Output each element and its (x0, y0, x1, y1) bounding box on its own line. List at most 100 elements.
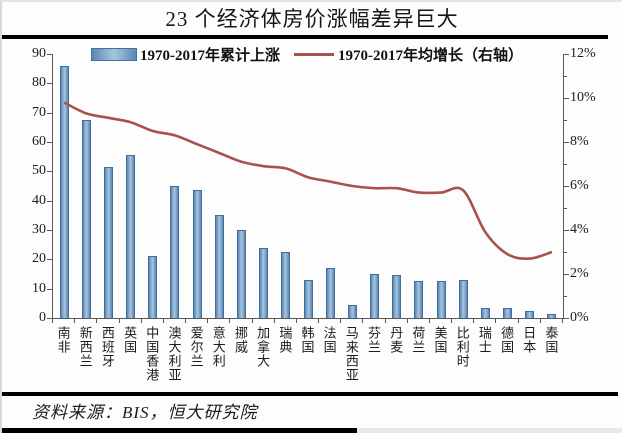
bar (192, 190, 202, 318)
bar (59, 65, 69, 318)
y-axis-right-tick (563, 120, 567, 121)
chart-title: 23 个经济体房价涨幅差异巨大 (165, 7, 459, 31)
y-axis-right-label: 2% (570, 266, 589, 281)
y-axis-left-tick (47, 200, 52, 202)
y-axis-right-tick (563, 164, 567, 165)
x-axis-category-label: 日本 (521, 326, 537, 354)
bar (525, 310, 535, 318)
y-axis-left-label: 40 (32, 192, 46, 208)
y-axis-right-tick (563, 142, 569, 143)
x-axis-tick (428, 319, 430, 323)
y-axis-right-tick (563, 208, 567, 209)
y-axis-left-tick (47, 259, 52, 261)
y-axis-left-label: 80 (32, 75, 46, 91)
x-axis-tick (96, 319, 98, 323)
bottom-edge (2, 428, 622, 433)
x-axis-tick (451, 319, 453, 323)
x-axis-tick (362, 319, 364, 323)
chart-legend: 1970-2017年累计上涨 1970-2017年均增长（右轴） (52, 44, 562, 65)
x-axis-category-label: 南非 (55, 326, 71, 354)
bar (126, 155, 136, 318)
y-axis-right-label: 6% (570, 178, 589, 193)
x-axis-category-label: 马来西亚 (343, 326, 359, 382)
y-axis-left-label: 30 (32, 222, 46, 237)
y-axis-right-label: 8% (570, 134, 589, 149)
y-axis-left-tick (47, 54, 52, 55)
y-axis-right-tick (563, 252, 567, 253)
x-axis-category-label: 中国香港 (144, 326, 160, 382)
x-axis-tick (140, 319, 142, 323)
bar (214, 215, 224, 318)
y-axis-right-tick (563, 274, 569, 275)
y-axis-right-label: 0% (570, 310, 589, 325)
y-axis-right-label: 12% (570, 46, 596, 61)
x-axis-category-label: 德国 (499, 326, 515, 354)
bar (436, 281, 446, 318)
bar (81, 120, 91, 318)
x-axis-category-label: 加拿大 (255, 326, 271, 368)
bar (148, 256, 158, 318)
x-axis-category-label: 西班牙 (99, 326, 115, 368)
x-axis-tick (539, 319, 541, 323)
y-axis-right-tick (563, 296, 567, 297)
x-axis-tick (517, 319, 519, 323)
x-axis-tick (295, 319, 297, 323)
y-axis-left-label: 70 (32, 104, 46, 120)
bar (325, 268, 335, 318)
growth-line (63, 101, 553, 261)
y-axis-right-tick (563, 186, 569, 187)
bar (347, 304, 357, 318)
x-axis-category-label: 挪威 (232, 326, 248, 354)
x-axis-tick (473, 319, 475, 323)
x-axis-category-label: 泰国 (543, 326, 559, 354)
y-axis-left-tick (47, 83, 52, 85)
y-axis-right-tick (563, 318, 569, 319)
y-axis-left-tick (47, 318, 52, 319)
x-axis-category-label: 丹麦 (388, 326, 404, 354)
bar (503, 307, 513, 318)
x-axis-tick (185, 319, 187, 323)
title-divider-rule (2, 35, 608, 39)
x-axis-tick (406, 319, 408, 323)
footer-top-rule (2, 392, 618, 396)
x-axis-category-label: 瑞士 (476, 326, 492, 354)
x-axis-tick (52, 319, 53, 323)
x-axis-tick (384, 319, 386, 323)
bottom-edge-rule (2, 428, 357, 433)
y-axis-right-tick (563, 76, 567, 77)
y-axis-left-tick (47, 230, 52, 231)
y-axis-right-label: 10% (570, 90, 596, 105)
plot-area (52, 54, 564, 319)
x-axis-tick (162, 319, 164, 323)
bar (414, 281, 424, 318)
y-axis-right-label: 4% (570, 222, 589, 237)
x-axis-category-label: 荷兰 (410, 326, 426, 354)
legend-line-swatch-icon (294, 53, 334, 56)
x-axis-category-label: 瑞典 (277, 326, 293, 354)
bar (303, 279, 313, 318)
x-axis-category-label: 英国 (122, 326, 138, 354)
x-axis-category-label: 意大利 (210, 326, 226, 368)
bar (259, 247, 269, 318)
bar (392, 275, 402, 318)
bar (236, 230, 246, 318)
bar (281, 252, 291, 318)
y-axis-left-label: 90 (32, 46, 46, 61)
x-axis-tick (118, 319, 120, 323)
x-axis-tick (74, 319, 76, 323)
x-axis-tick (207, 319, 209, 323)
x-axis-tick (340, 319, 342, 323)
y-axis-right-tick (563, 230, 569, 231)
source-label: 资料来源：BIS，恒大研究院 (32, 403, 258, 422)
y-axis-left-label: 10 (32, 280, 46, 296)
legend-bar-swatch-icon (91, 48, 137, 61)
y-axis-left-tick (47, 112, 52, 114)
y-axis-left-tick (47, 142, 52, 143)
x-axis-category-label: 芬兰 (366, 326, 382, 354)
y-axis-left-tick (47, 288, 52, 290)
x-axis-tick (251, 319, 253, 323)
y-axis-left-tick (47, 171, 52, 173)
y-axis-left-label: 0 (39, 310, 46, 325)
y-axis-left-label: 50 (32, 163, 46, 179)
chart-area: 1970-2017年累计上涨 1970-2017年均增长（右轴） 0 10 20 30… (2, 40, 622, 388)
